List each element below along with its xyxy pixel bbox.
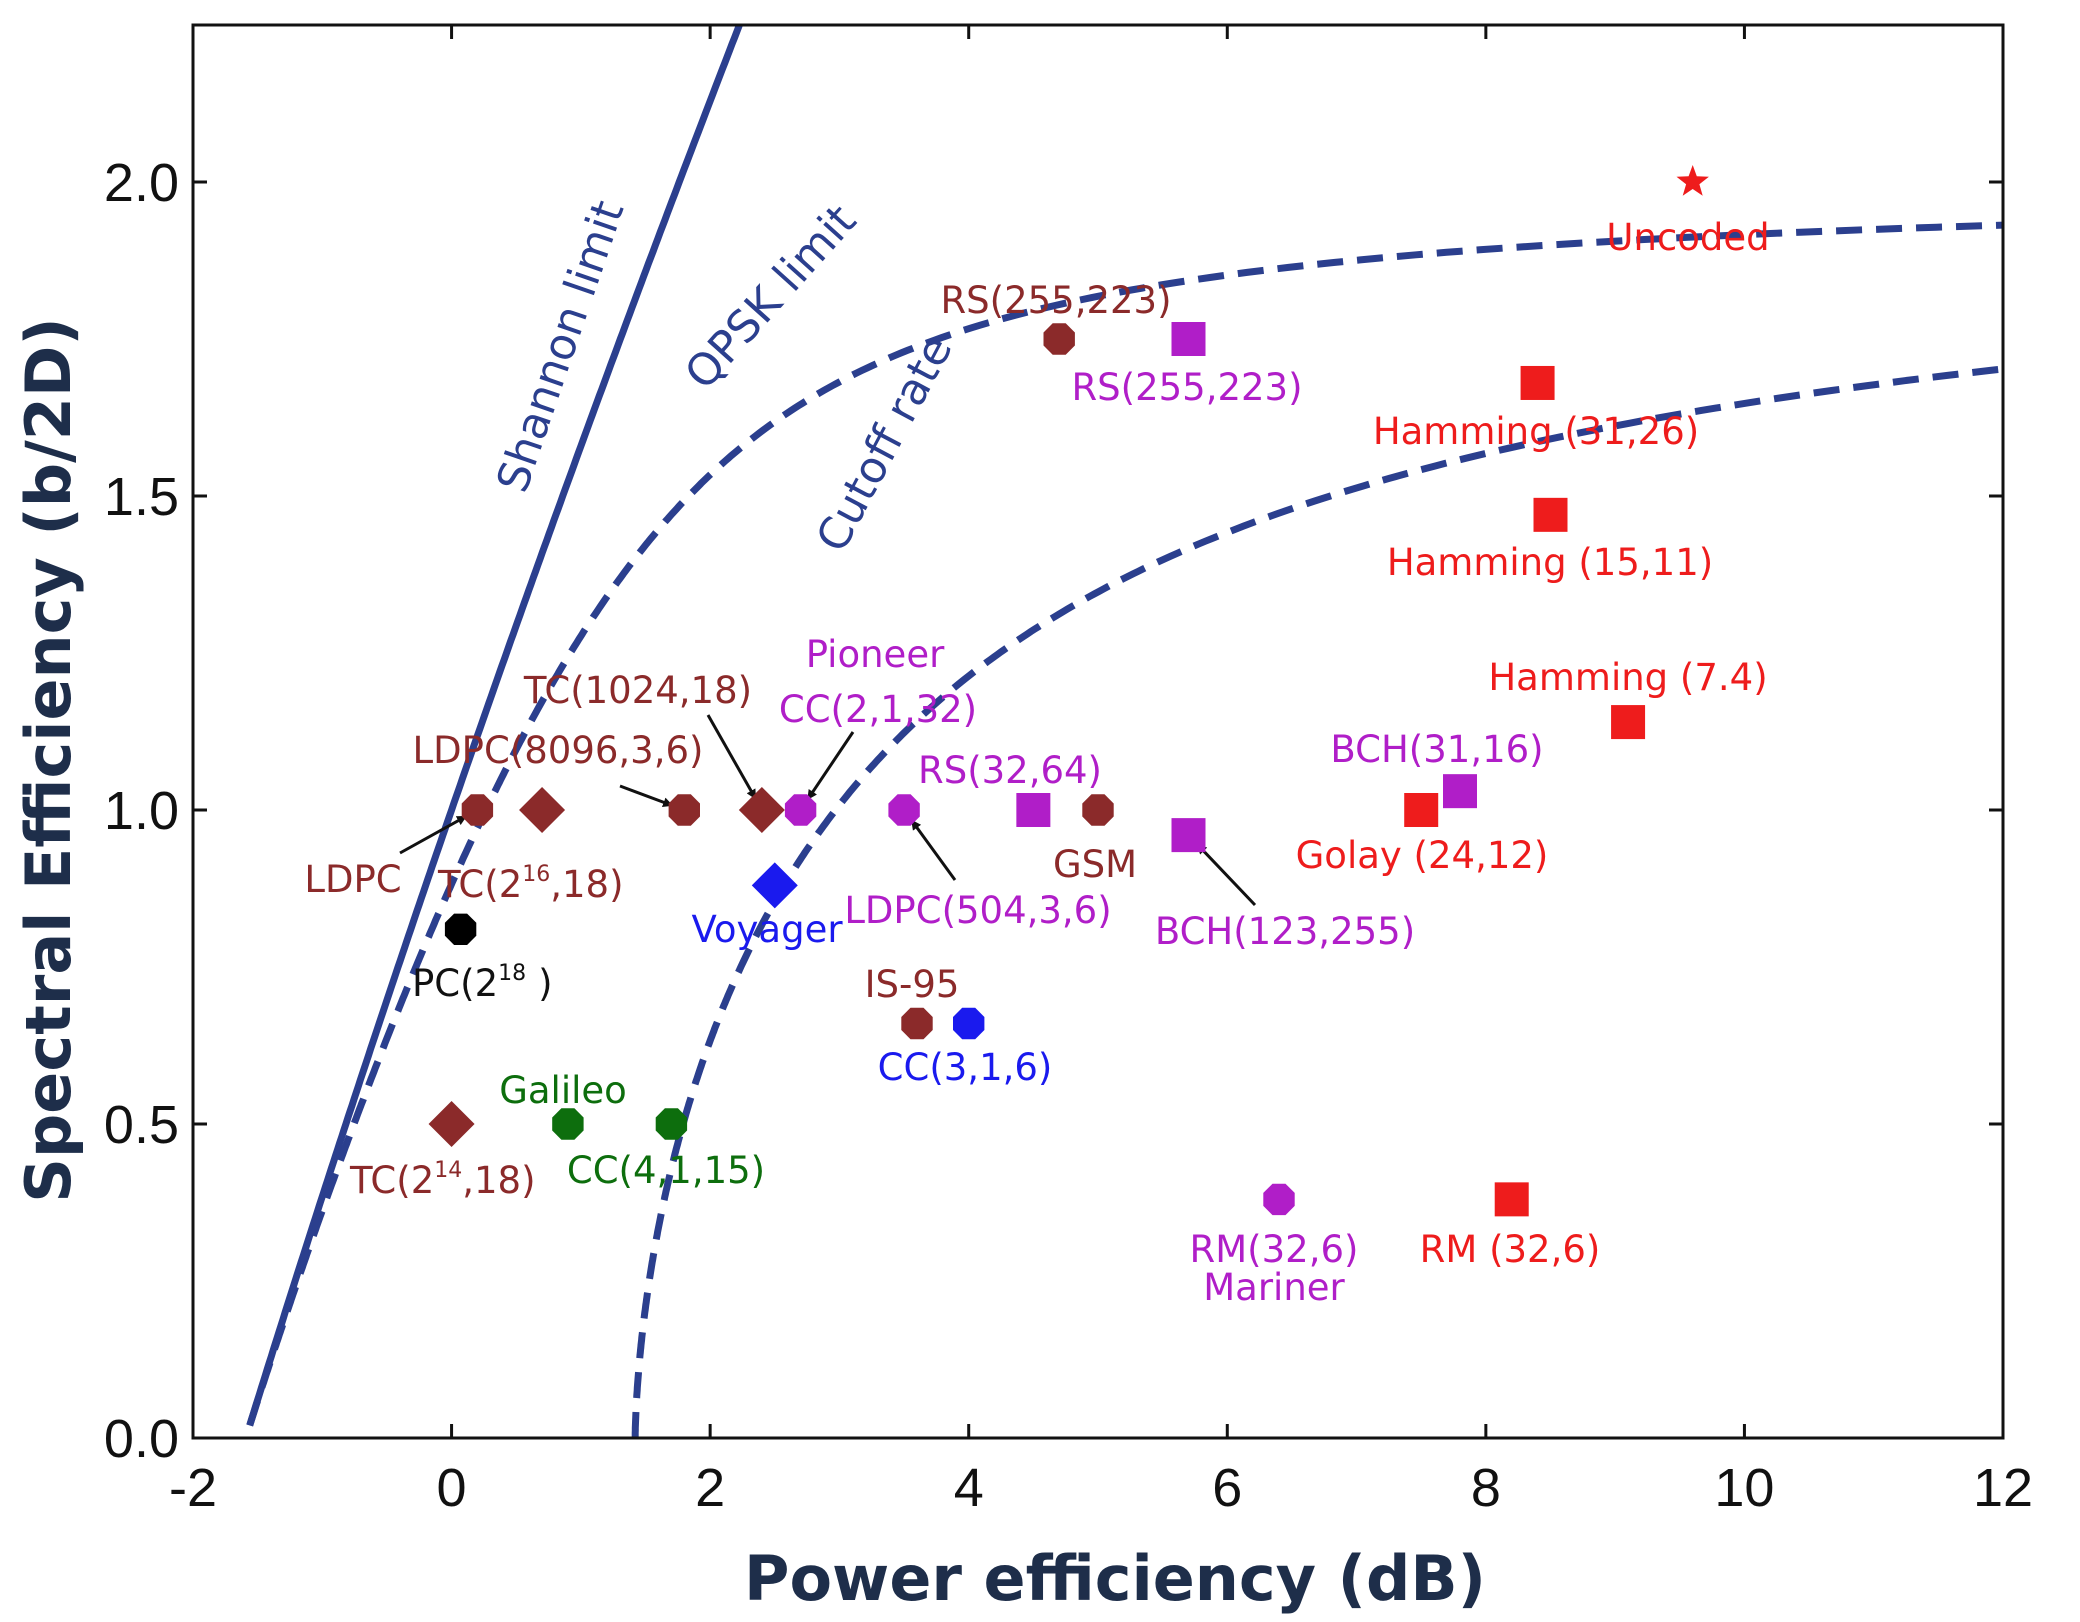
label-gsm: GSM bbox=[1053, 843, 1137, 886]
pointer-arrow bbox=[911, 819, 957, 881]
label-pc-2-18-exp: 18 bbox=[498, 961, 526, 986]
plot-frame bbox=[191, 23, 2005, 1440]
x-tick-label: 8 bbox=[1471, 1458, 1501, 1518]
label-ldpc-504: LDPC(504,3,6) bbox=[844, 889, 1111, 932]
y-tick-label: 1.5 bbox=[104, 467, 179, 527]
marker-12 bbox=[784, 794, 817, 826]
marker-22 bbox=[552, 1108, 584, 1140]
marker-7 bbox=[1404, 793, 1439, 827]
pointer-arrow bbox=[619, 784, 674, 807]
x-tick-label: 6 bbox=[1212, 1458, 1242, 1518]
marker-2 bbox=[1171, 322, 1206, 356]
label-ldpc: LDPC bbox=[304, 858, 401, 901]
label-bch-123-255: BCH(123,255) bbox=[1155, 910, 1415, 953]
label-pc-2-18: PC(218) bbox=[412, 961, 553, 1005]
x-tick-label: 4 bbox=[954, 1458, 984, 1518]
marker-15 bbox=[519, 787, 566, 833]
label-ldpc-8096: LDPC(8096,3,6) bbox=[413, 729, 704, 772]
marker-24 bbox=[1263, 1183, 1295, 1216]
label-rm-32-6-purple: RM(32,6) bbox=[1190, 1228, 1359, 1271]
label-bch-31-16: BCH(31,16) bbox=[1330, 728, 1543, 771]
qpsk-limit-label: QPSK limit bbox=[675, 195, 866, 399]
label-tc-2-16: TC(216,18) bbox=[437, 862, 624, 906]
marker-1 bbox=[1043, 323, 1075, 355]
marker-23 bbox=[655, 1108, 688, 1140]
label-cc-4-1-15: CC(4,1,15) bbox=[567, 1149, 765, 1192]
label-uncoded: Uncoded bbox=[1606, 216, 1769, 259]
marker-11 bbox=[888, 794, 920, 826]
marker-6 bbox=[1443, 774, 1477, 809]
pointer-arrow bbox=[1196, 843, 1257, 907]
curves-layer bbox=[246, 25, 2003, 1438]
label-hamming-15-11: Hamming (15,11) bbox=[1387, 541, 1713, 584]
pointer-arrow bbox=[399, 815, 467, 855]
marker-5 bbox=[1611, 705, 1646, 740]
y-tick-label: 1.0 bbox=[104, 781, 179, 841]
label-pioneer: Pioneer bbox=[806, 633, 945, 676]
label-hamming-31-26: Hamming (31,26) bbox=[1373, 410, 1699, 453]
shannon-limit-label: Shannon limit bbox=[487, 194, 634, 498]
marker-25 bbox=[1494, 1182, 1529, 1217]
x-tick-label: -2 bbox=[169, 1458, 217, 1518]
label-pc-2-18-base: PC(2 bbox=[412, 962, 498, 1005]
pointer-arrow bbox=[807, 731, 855, 801]
x-tick-label: 10 bbox=[1714, 1458, 1774, 1518]
markers-layer bbox=[428, 165, 1709, 1217]
pointer-arrow bbox=[706, 714, 757, 800]
x-axis-title: Power efficiency (dB) bbox=[744, 1542, 1486, 1615]
shannon-limit-curve bbox=[246, 25, 744, 1427]
label-tc-1024: TC(1024,18) bbox=[523, 669, 752, 712]
label-tc-2-16-tail: ,18) bbox=[550, 863, 623, 906]
x-tick-label: 2 bbox=[695, 1458, 725, 1518]
marker-19 bbox=[901, 1007, 933, 1040]
marker-8 bbox=[1171, 818, 1206, 853]
marker-9 bbox=[1082, 794, 1114, 826]
label-hamming-7-4: Hamming (7.4) bbox=[1488, 656, 1767, 699]
marker-0 bbox=[1676, 165, 1709, 196]
marker-10 bbox=[1016, 793, 1051, 827]
qpsk-limit-curve bbox=[246, 221, 2003, 1427]
label-cc-3-1-6: CC(3,1,6) bbox=[878, 1046, 1053, 1089]
marker-20 bbox=[953, 1007, 985, 1040]
marker-13 bbox=[738, 787, 785, 833]
label-rs255-darkred: RS(255,223) bbox=[940, 279, 1171, 322]
label-voyager: Voyager bbox=[691, 908, 843, 951]
label-tc-2-14-tail: ,18) bbox=[462, 1159, 535, 1202]
marker-14 bbox=[668, 794, 700, 826]
label-mariner: Mariner bbox=[1203, 1266, 1345, 1309]
cutoff-rate-curve bbox=[631, 365, 2003, 1438]
marker-21 bbox=[428, 1101, 475, 1147]
label-tc-2-14-base: TC(2 bbox=[349, 1159, 434, 1202]
label-tc-2-14-exp: 14 bbox=[434, 1158, 462, 1183]
x-tick-label: 0 bbox=[437, 1458, 467, 1518]
y-tick-label: 0.0 bbox=[104, 1409, 179, 1469]
label-pc-2-18-tail: ) bbox=[538, 962, 552, 1005]
cutoff-rate-label: Cutoff rate bbox=[807, 327, 963, 560]
marker-16 bbox=[461, 794, 494, 826]
y-tick-label: 2.0 bbox=[104, 153, 179, 213]
label-cc-2-1-32: CC(2,1,32) bbox=[779, 688, 977, 731]
y-axis-title: Spectral Efficiency (b/2D) bbox=[12, 317, 85, 1202]
y-tick-label: 0.5 bbox=[104, 1095, 179, 1155]
label-tc-2-14: TC(214,18) bbox=[349, 1158, 536, 1202]
marker-17 bbox=[751, 862, 798, 909]
label-tc-2-16-base: TC(2 bbox=[437, 863, 522, 906]
marker-3 bbox=[1520, 365, 1555, 400]
marker-18 bbox=[444, 913, 477, 945]
label-rs255-purple: RS(255,223) bbox=[1071, 366, 1302, 409]
x-tick-label: 12 bbox=[1973, 1458, 2033, 1518]
arrows-layer bbox=[399, 714, 1257, 907]
label-rs-32-64: RS(32,64) bbox=[918, 749, 1102, 792]
label-rm-32-6-red: RM (32,6) bbox=[1420, 1228, 1601, 1271]
marker-4 bbox=[1533, 497, 1568, 532]
label-galileo: Galileo bbox=[499, 1069, 627, 1112]
label-tc-2-16-exp: 16 bbox=[522, 862, 550, 887]
ticks-layer: -2 0 2 4 6 8 10 12 0.0 0.5 1.0 1.5 2.0 bbox=[104, 25, 2033, 1518]
label-golay: Golay (24,12) bbox=[1296, 834, 1549, 877]
label-is-95: IS-95 bbox=[865, 963, 960, 1006]
